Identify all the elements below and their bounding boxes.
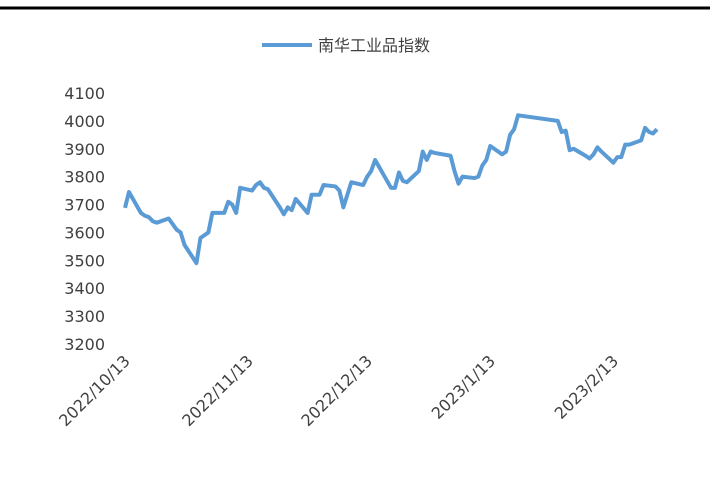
y-tick-label: 3800	[64, 168, 105, 187]
y-tick-label: 3600	[64, 223, 105, 242]
y-tick-label: 3700	[64, 196, 105, 215]
legend-label: 南华工业品指数	[318, 36, 430, 55]
y-tick-label: 3400	[64, 279, 105, 298]
y-tick-label: 3300	[64, 307, 105, 326]
x-tick-label: 2022/11/13	[178, 351, 257, 430]
y-tick-label: 3900	[64, 140, 105, 159]
x-tick-label: 2023/2/13	[551, 351, 622, 422]
y-tick-label: 3500	[64, 251, 105, 270]
x-tick-label: 2022/12/13	[297, 351, 376, 430]
y-tick-label: 3200	[64, 335, 105, 354]
data-line	[123, 113, 659, 266]
x-tick-label: 2023/1/13	[428, 351, 499, 422]
y-tick-label: 4000	[64, 112, 105, 131]
y-tick-label: 4100	[64, 84, 105, 103]
x-tick-label: 2022/10/13	[55, 351, 134, 430]
